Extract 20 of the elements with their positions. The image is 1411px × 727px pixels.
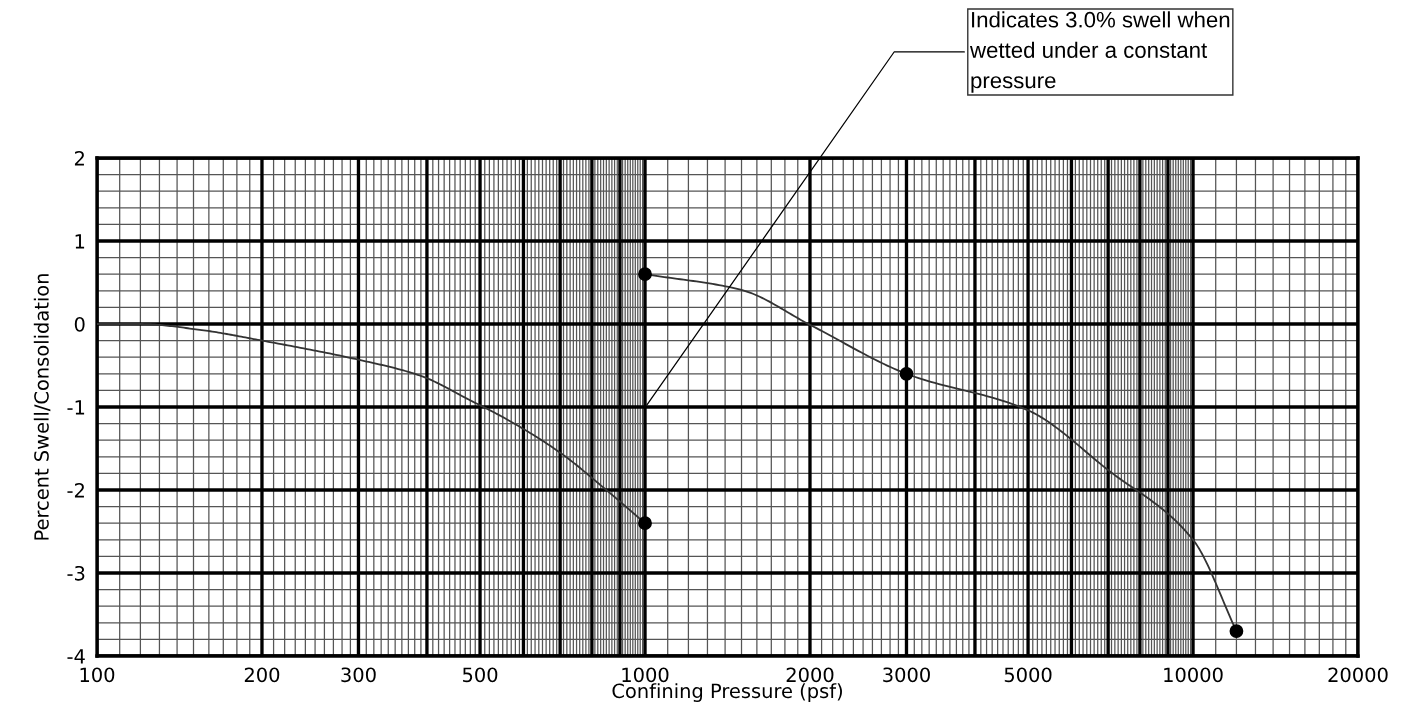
x-axis-title: Confining Pressure (psf) — [612, 683, 842, 702]
x-tick-label: 2000 — [786, 667, 834, 683]
x-tick-label: 300 — [341, 667, 376, 683]
x-tick-label: 20000 — [1328, 667, 1388, 683]
y-tick-label: -2 — [67, 482, 84, 498]
x-tick-label: 10000 — [1164, 667, 1223, 683]
y-tick-label: -3 — [67, 565, 85, 581]
x-tick-label: 200 — [244, 667, 280, 683]
x-tick-label: 3000 — [883, 667, 930, 683]
y-tick-label: -1 — [67, 400, 85, 415]
text: Indicates 3.0% swell when wetted under a constant pressure — [969, 11, 1230, 93]
x-tick-label: 100 — [80, 667, 115, 683]
y-axis-title: Percent Swell/Consolidation — [33, 274, 51, 540]
y-tick-label: 2 — [74, 150, 84, 166]
x-tick-label: 1000 — [622, 667, 669, 683]
y-tick-label: -4 — [67, 649, 85, 664]
y-tick-label: 0 — [74, 316, 85, 332]
x-tick-label: 5000 — [1004, 667, 1052, 683]
y-tick-label: 1 — [75, 234, 85, 249]
x-tick-label: 500 — [462, 667, 498, 683]
